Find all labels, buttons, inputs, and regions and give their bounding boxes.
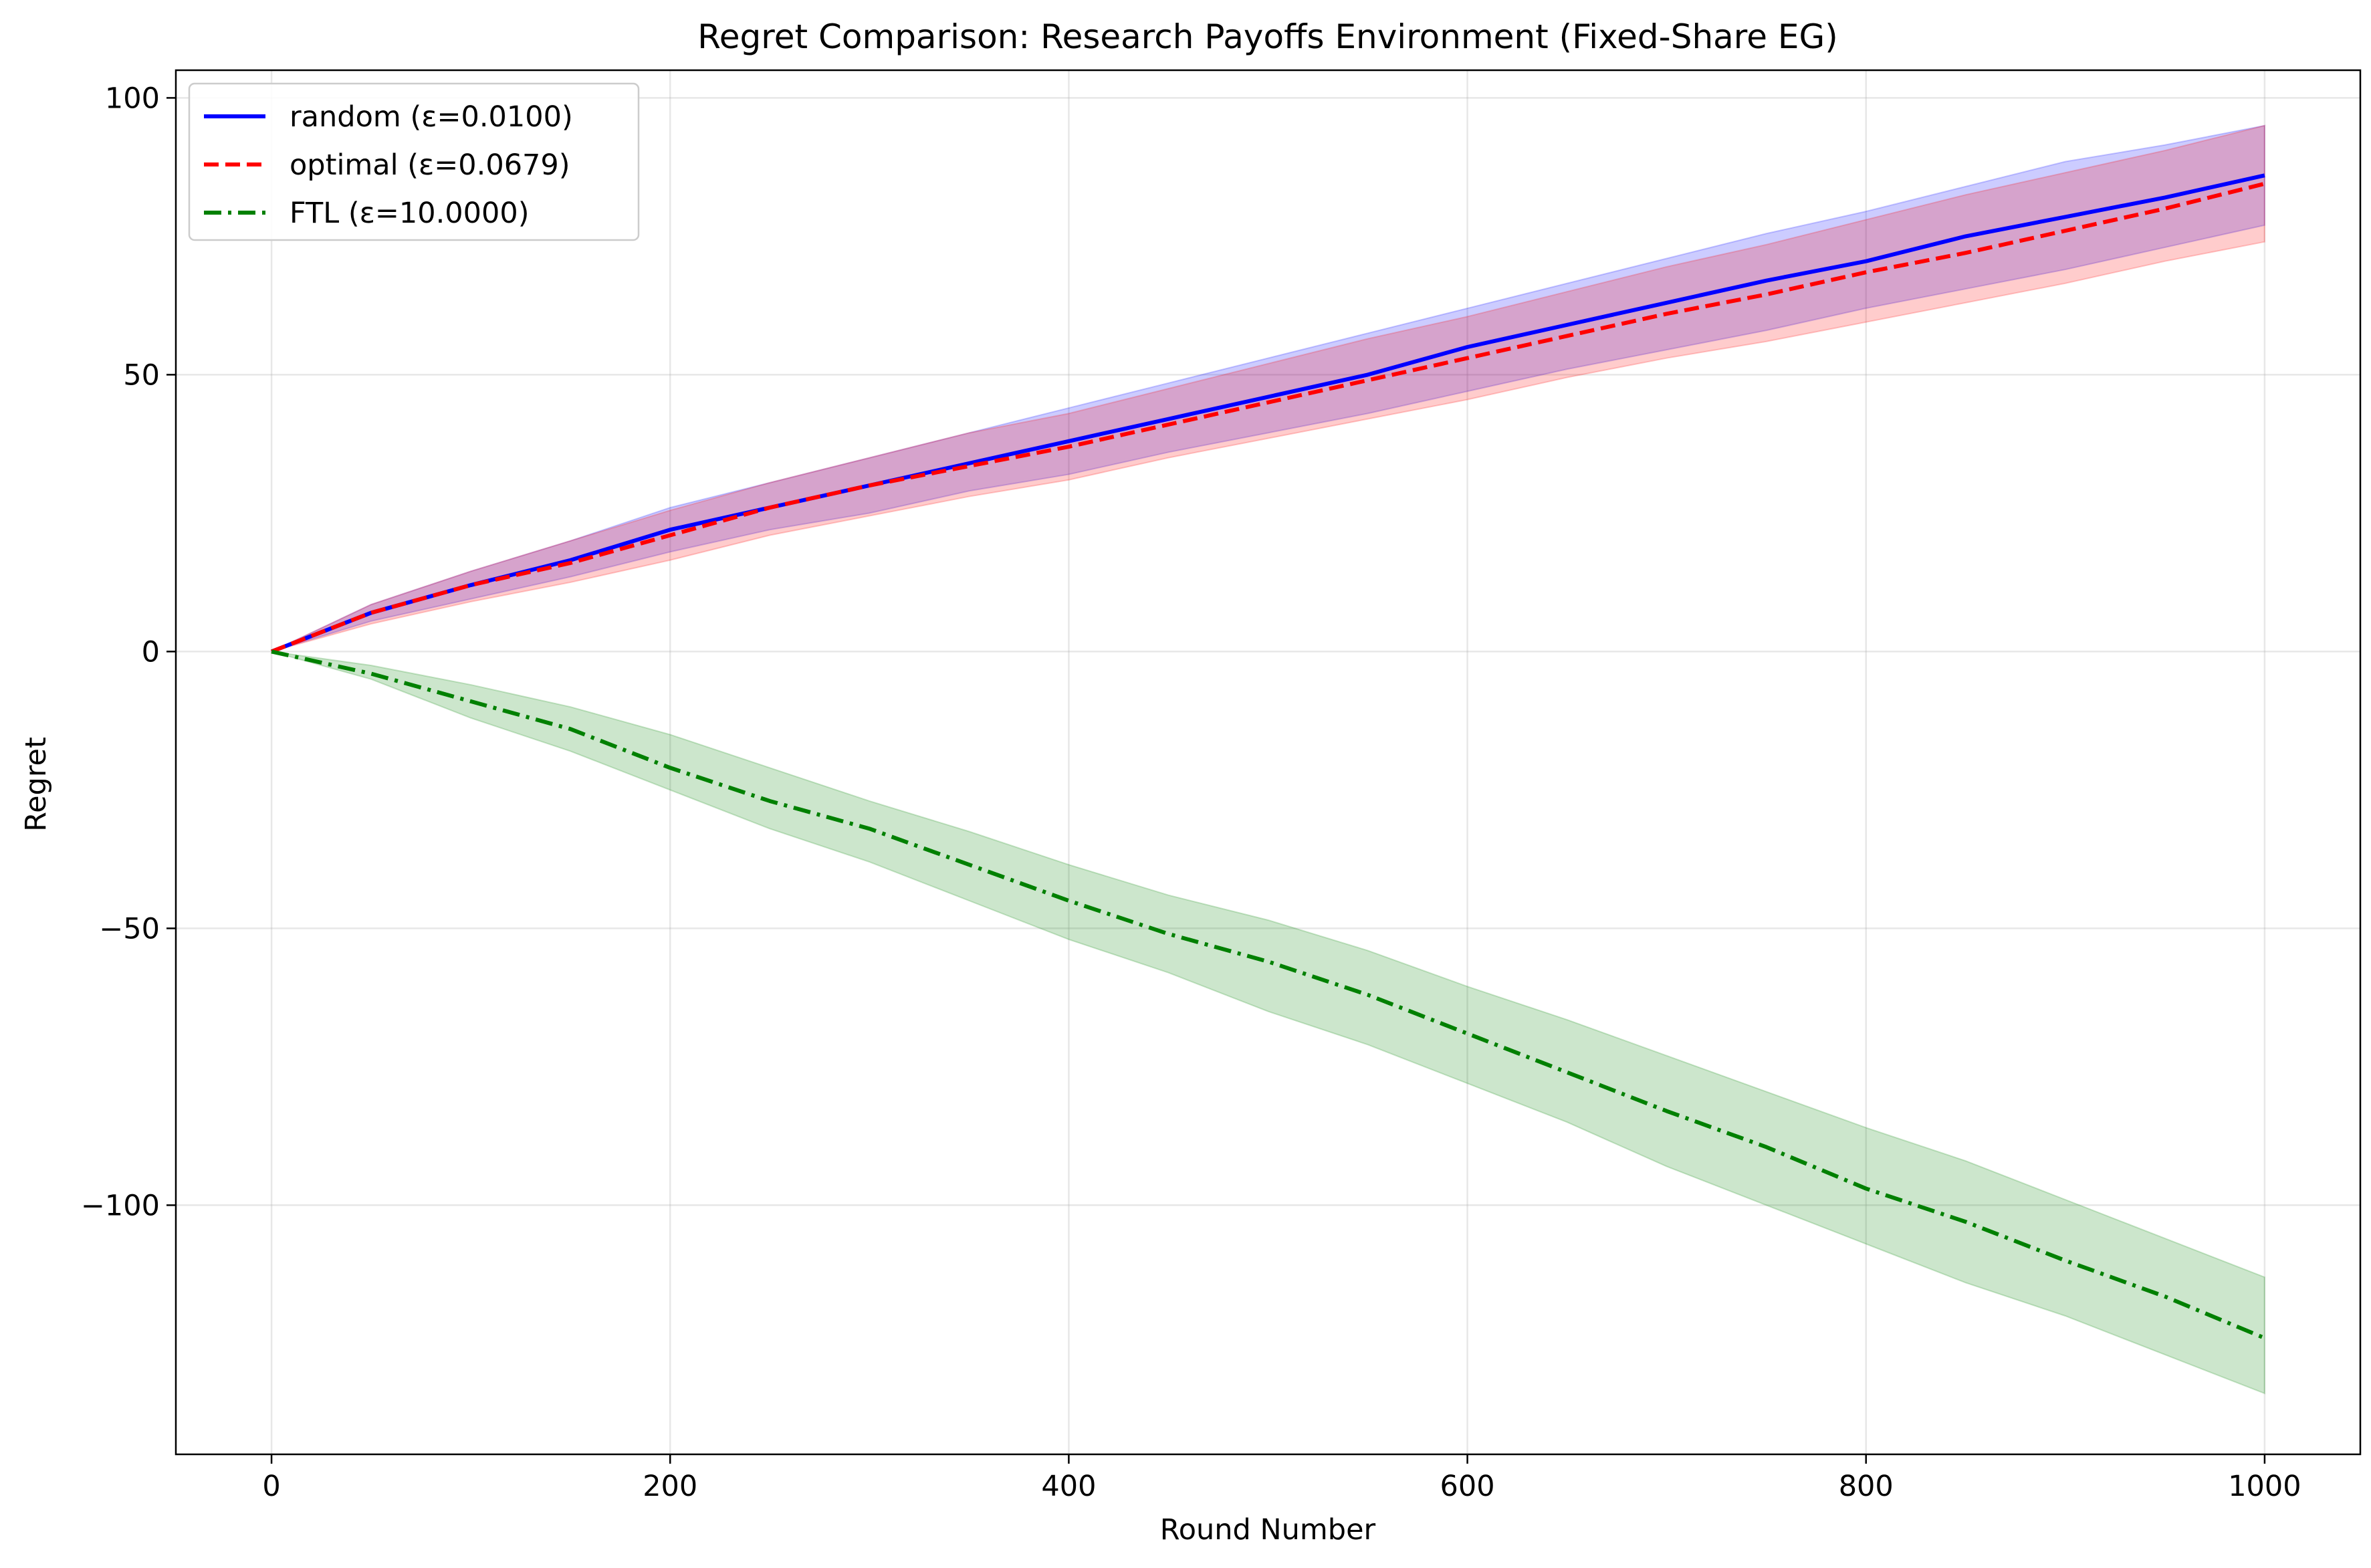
x-tick-label: 600 xyxy=(1440,1470,1495,1503)
legend-label-1: optimal (ε=0.0679) xyxy=(290,148,570,182)
legend: random (ε=0.0100) optimal (ε=0.0679) FTL (… xyxy=(188,82,640,241)
chart-title: Regret Comparison: Research Payoffs Envi… xyxy=(697,17,1837,56)
legend-box xyxy=(188,82,640,241)
grid-layer xyxy=(176,70,2360,1454)
x-tick-label: 1000 xyxy=(2228,1470,2301,1503)
y-tick-label: −50 xyxy=(99,912,160,945)
y-axis-label: Regret xyxy=(19,737,53,832)
y-tick-label: 0 xyxy=(142,635,160,669)
legend-label-0: random (ε=0.0100) xyxy=(290,100,573,134)
y-tick-label: 100 xyxy=(105,82,160,115)
series-lines xyxy=(270,173,2266,1340)
series-line-0 xyxy=(270,173,2265,654)
series-line-2 xyxy=(271,649,2266,1340)
series-line-1 xyxy=(270,181,2265,654)
x-tick-label: 400 xyxy=(1041,1470,1096,1503)
confidence-band-1 xyxy=(271,124,2265,653)
x-tick-label: 0 xyxy=(262,1470,280,1503)
confidence-band-2 xyxy=(271,651,2265,1395)
plot-frame xyxy=(175,69,2362,1456)
y-tick-label: −100 xyxy=(81,1189,160,1222)
axis-ticks: 0 200 400 600 800 1000 100 50 0 −50 −100 xyxy=(81,82,2301,1503)
legend-label-2: FTL (ε=10.0000) xyxy=(290,197,530,230)
x-tick-label: 800 xyxy=(1839,1470,1894,1503)
x-tick-label: 200 xyxy=(643,1470,697,1503)
y-tick-label: 50 xyxy=(123,358,160,392)
x-axis-label: Round Number xyxy=(1160,1513,1376,1547)
